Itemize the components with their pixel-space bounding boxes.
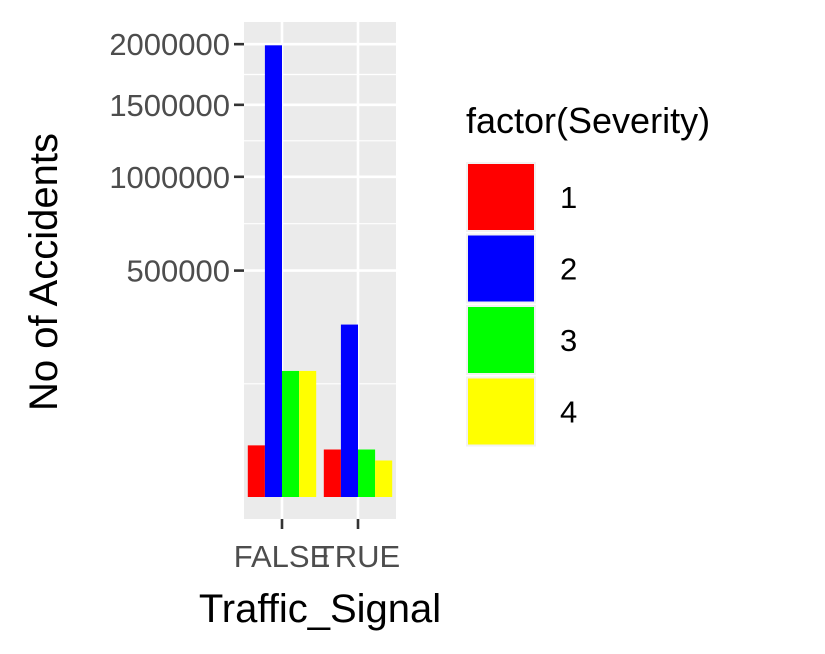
y-tick-label: 2000000 (109, 27, 230, 62)
x-tick-label: TRUE (316, 539, 400, 574)
bar-false-severity-3 (282, 370, 300, 497)
legend: 1 2 3 4 (466, 162, 577, 447)
legend-label-2: 2 (560, 252, 577, 287)
legend-label-4: 4 (560, 395, 577, 430)
legend-label-3: 3 (560, 323, 577, 358)
y-tick-label: 500000 (127, 254, 230, 289)
bar-true-severity-4 (375, 460, 393, 497)
bar-true-severity-3 (358, 449, 376, 497)
legend-title: factor(Severity) (466, 100, 710, 141)
y-tick-label: 1500000 (109, 88, 230, 123)
y-axis: 500000 1000000 1500000 2000000 (109, 27, 244, 289)
legend-swatch-1 (468, 164, 534, 230)
bars (247, 45, 393, 498)
bar-true-severity-1 (323, 449, 341, 497)
legend-swatch-3 (468, 307, 534, 373)
y-axis-title: No of Accidents (22, 133, 66, 411)
bar-true-severity-2 (340, 324, 358, 497)
bar-false-severity-2 (264, 45, 282, 498)
y-tick-label: 1000000 (109, 160, 230, 195)
x-tick-label: FALSE (234, 539, 331, 574)
legend-swatch-4 (468, 378, 534, 445)
bar-false-severity-1 (247, 445, 265, 497)
bar-false-severity-4 (299, 370, 317, 497)
legend-swatch-2 (468, 235, 534, 302)
legend-label-1: 1 (560, 180, 577, 215)
x-axis-title: Traffic_Signal (199, 587, 441, 631)
